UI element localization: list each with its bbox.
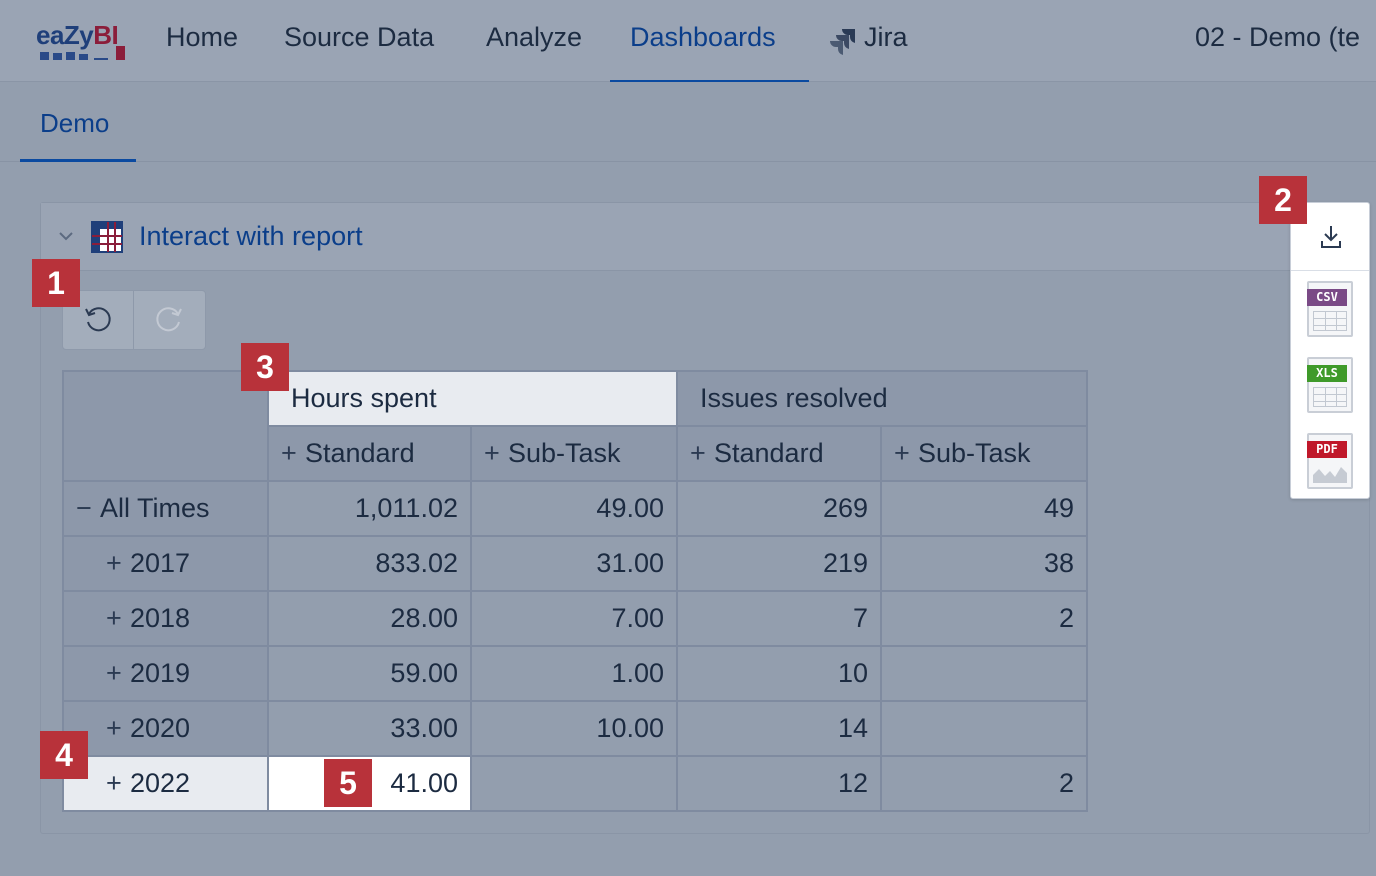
table-cell[interactable]: 2 <box>880 755 1088 812</box>
undo-button[interactable] <box>63 291 134 349</box>
export-xls-button[interactable]: XLS <box>1307 357 1353 413</box>
column-header-sub-task[interactable]: + Sub-Task <box>880 425 1088 482</box>
export-csv-button[interactable]: CSV <box>1307 281 1353 337</box>
chevron-down-icon[interactable] <box>57 227 75 245</box>
table-row: +2022 41.00 12 2 <box>62 755 1088 812</box>
download-button[interactable] <box>1291 203 1369 271</box>
table-cell[interactable]: 12 <box>676 755 882 812</box>
table-cell[interactable]: 10.00 <box>470 700 678 757</box>
nav-source-data[interactable]: Source Data <box>284 22 435 52</box>
callout-badge-4: 4 <box>40 731 88 779</box>
expand-icon[interactable]: + <box>894 438 910 468</box>
table-cell[interactable]: 1,011.02 <box>267 480 472 537</box>
download-icon <box>1321 226 1341 248</box>
table-cell[interactable] <box>880 645 1088 702</box>
redo-button[interactable] <box>134 291 205 349</box>
expand-icon[interactable]: + <box>106 768 122 798</box>
report-title[interactable]: Interact with report <box>139 221 363 251</box>
callout-badge-1: 1 <box>32 259 80 307</box>
row-header-2019[interactable]: +2019 <box>62 645 269 702</box>
row-header-2020[interactable]: +2020 <box>62 700 269 757</box>
table-cell[interactable]: 10 <box>676 645 882 702</box>
dashboard-title[interactable]: 02 - Demo (te <box>1195 22 1361 52</box>
column-header-sub-task[interactable]: + Sub-Task <box>470 425 678 482</box>
row-header-all-times[interactable]: − All Times <box>62 480 269 537</box>
tab-demo[interactable]: Demo <box>40 108 110 138</box>
expand-icon[interactable]: + <box>106 548 122 578</box>
table-cell[interactable]: 2 <box>880 590 1088 647</box>
table-row: +2019 59.00 1.00 10 <box>62 645 1088 702</box>
table-icon <box>91 221 123 253</box>
pdf-file-icon <box>1313 467 1347 483</box>
nav-jira[interactable]: Jira <box>864 22 908 52</box>
row-header-2018[interactable]: +2018 <box>62 590 269 647</box>
expand-icon[interactable]: + <box>106 658 122 688</box>
table-cell[interactable]: 59.00 <box>267 645 472 702</box>
jira-icon[interactable] <box>829 27 857 55</box>
undo-icon <box>85 307 111 332</box>
expand-icon[interactable]: + <box>690 438 706 468</box>
report-panel-header: Interact with report <box>41 203 1369 271</box>
nav-home[interactable]: Home <box>166 22 239 52</box>
collapse-icon[interactable]: − <box>76 493 92 523</box>
report-table: Hours spent Issues resolved + Standard + S… <box>62 370 1088 812</box>
pdf-label: PDF <box>1307 441 1347 458</box>
dashboard-tabs: Demo <box>0 82 1376 162</box>
table-cell[interactable]: 219 <box>676 535 882 592</box>
table-cell[interactable]: 7 <box>676 590 882 647</box>
table-cell[interactable]: 33.00 <box>267 700 472 757</box>
table-row: +2018 28.00 7.00 7 2 <box>62 590 1088 647</box>
table-cell[interactable]: 31.00 <box>470 535 678 592</box>
callout-badge-3: 3 <box>241 343 289 391</box>
column-header-standard[interactable]: + Standard <box>267 425 472 482</box>
table-corner <box>62 370 269 482</box>
callout-badge-5: 5 <box>324 759 372 807</box>
column-header-standard[interactable]: + Standard <box>676 425 882 482</box>
csv-file-icon <box>1313 311 1347 331</box>
table-cell[interactable]: 833.02 <box>267 535 472 592</box>
table-cell[interactable]: 49.00 <box>470 480 678 537</box>
table-cell[interactable]: 49 <box>880 480 1088 537</box>
table-row: − All Times 1,011.02 49.00 269 49 <box>62 480 1088 537</box>
undo-redo-group <box>62 290 206 350</box>
xls-label: XLS <box>1307 365 1347 382</box>
nav-active-indicator <box>610 80 809 83</box>
row-header-2022[interactable]: +2022 <box>62 755 269 812</box>
table-cell[interactable] <box>880 700 1088 757</box>
expand-icon[interactable]: + <box>106 603 122 633</box>
table-row: +2020 33.00 10.00 14 <box>62 700 1088 757</box>
table-cell[interactable]: 14 <box>676 700 882 757</box>
table-cell[interactable]: 269 <box>676 480 882 537</box>
eazybi-logo[interactable]: eaZyBI <box>36 20 132 64</box>
row-header-2017[interactable]: +2017 <box>62 535 269 592</box>
redo-icon <box>156 307 182 332</box>
expand-icon[interactable]: + <box>281 438 297 468</box>
table-cell[interactable]: 1.00 <box>470 645 678 702</box>
csv-label: CSV <box>1307 289 1347 306</box>
logo-text: eaZyBI <box>36 20 119 50</box>
callout-badge-2: 2 <box>1259 176 1307 224</box>
top-navigation: eaZyBI Home Source Data Analyze Dashboar… <box>0 0 1376 83</box>
nav-dashboards[interactable]: Dashboards <box>630 22 776 52</box>
xls-file-icon <box>1313 387 1347 407</box>
table-row: +2017 833.02 31.00 219 38 <box>62 535 1088 592</box>
nav-analyze[interactable]: Analyze <box>486 22 583 52</box>
table-cell[interactable]: 7.00 <box>470 590 678 647</box>
table-cell[interactable]: 38 <box>880 535 1088 592</box>
export-pdf-button[interactable]: PDF <box>1307 433 1353 489</box>
column-header-hours-spent[interactable]: Hours spent <box>267 370 678 427</box>
table-cell[interactable] <box>470 755 678 812</box>
expand-icon[interactable]: + <box>484 438 500 468</box>
export-menu: CSV XLS PDF <box>1290 202 1370 499</box>
expand-icon[interactable]: + <box>106 713 122 743</box>
tab-active-indicator <box>20 159 136 162</box>
table-cell[interactable]: 28.00 <box>267 590 472 647</box>
column-header-issues-resolved[interactable]: Issues resolved <box>676 370 1088 427</box>
logo-bars <box>40 46 130 60</box>
